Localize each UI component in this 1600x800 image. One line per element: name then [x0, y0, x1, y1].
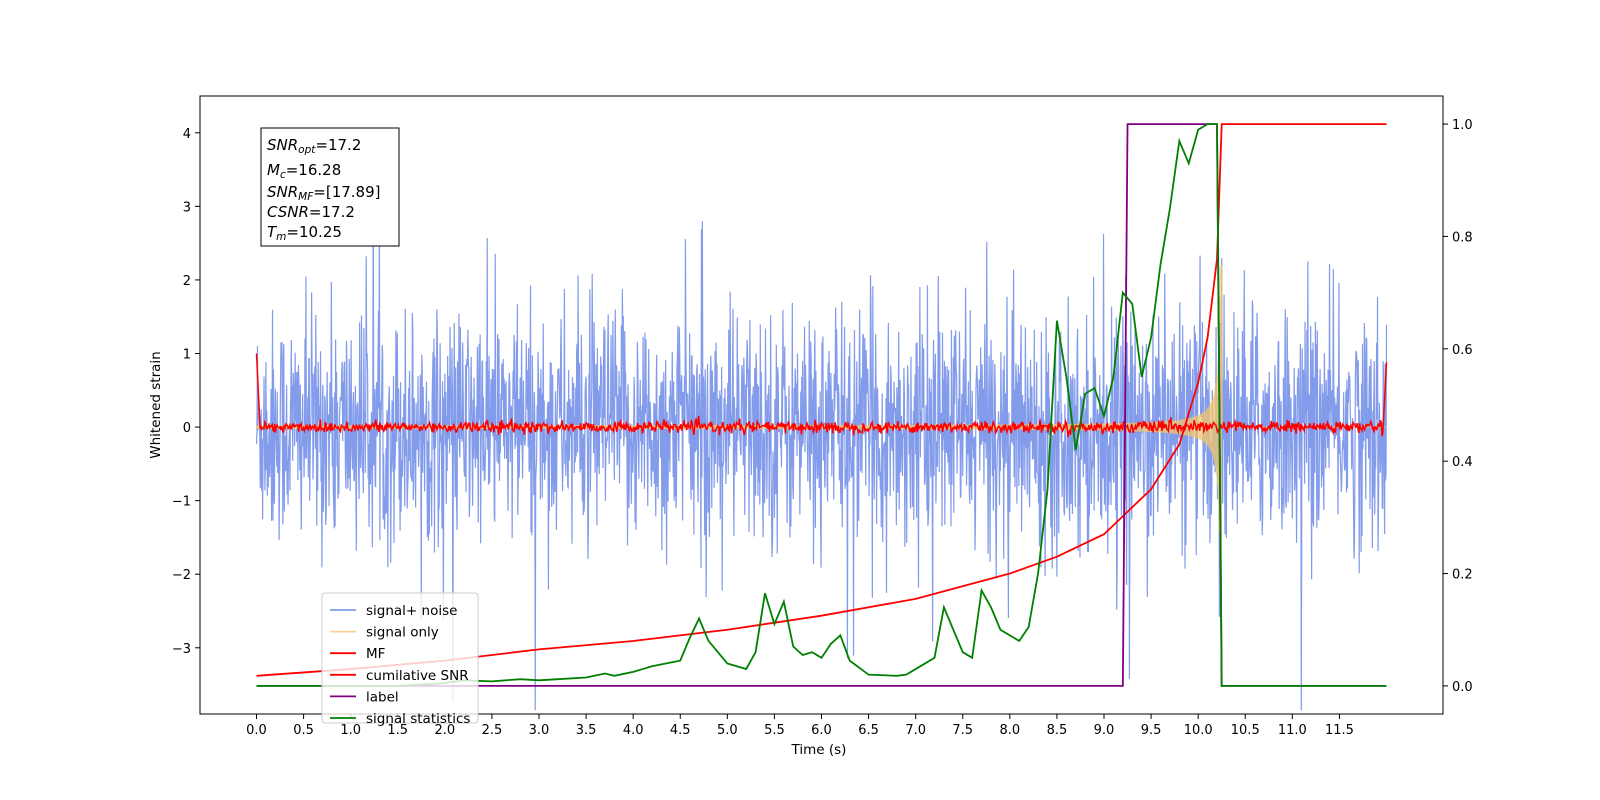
y-tick-label: −2: [172, 568, 191, 583]
y-tick-label: −1: [172, 495, 191, 510]
x-tick-label: 3.5: [576, 723, 597, 738]
y2-tick-label: 0.4: [1452, 455, 1473, 470]
x-tick-label: 1.0: [340, 723, 361, 738]
info-snr-opt: SNRopt=17.2: [267, 136, 361, 156]
y-tick-label: 2: [183, 274, 191, 289]
legend-frame: [321, 592, 479, 724]
series-signal-statistics-line: [256, 123, 1387, 687]
x-tick-label: 9.5: [1141, 723, 1162, 738]
x-tick-label: 10.0: [1184, 723, 1213, 738]
y-tick-label: 4: [183, 127, 191, 142]
x-tick-label: 6.0: [811, 723, 832, 738]
info-box-frame: [260, 127, 400, 247]
y-axis-right: 0.0 0.2 0.4 0.6 0.8 1.0: [1443, 118, 1473, 695]
x-tick-label: 5.5: [764, 723, 785, 738]
x-tick-label: 3.0: [529, 723, 550, 738]
x-tick-label: 1.5: [387, 723, 408, 738]
x-axis-label: Time (s): [791, 742, 847, 758]
x-tick-label: 8.5: [1047, 723, 1068, 738]
x-tick-label: 0.0: [246, 723, 267, 738]
y2-tick-label: 0.8: [1452, 230, 1473, 245]
legend-label-mf: MF: [366, 646, 385, 662]
legend-label-signal-statistics: signal statistics: [366, 711, 470, 727]
x-tick-label: 8.0: [999, 723, 1020, 738]
x-tick-label: 11.5: [1325, 723, 1354, 738]
x-tick-label: 10.5: [1231, 723, 1260, 738]
legend-label-signal-noise: signal+ noise: [366, 603, 457, 619]
y-axis-left: −3 −2 −1 0 1 2 3 4: [172, 127, 200, 657]
series-mf-line: [255, 353, 1388, 438]
y-tick-label: 1: [183, 348, 191, 363]
x-tick-label: 4.0: [623, 723, 644, 738]
info-tm: Tm=10.25: [267, 223, 342, 243]
x-tick-label: 7.0: [905, 723, 926, 738]
y2-tick-label: 0.2: [1452, 568, 1473, 583]
y2-tick-label: 0.0: [1452, 680, 1473, 695]
legend-label-cumilative-snr: cumilative SNR: [366, 668, 469, 684]
info-snr-mf: SNRMF=[17.89]: [267, 183, 381, 203]
y-tick-label: −3: [172, 642, 191, 657]
x-tick-label: 6.5: [858, 723, 879, 738]
y-tick-label: 3: [183, 200, 191, 215]
x-tick-label: 9.0: [1094, 723, 1115, 738]
y-tick-label: 0: [183, 421, 191, 436]
legend: signal+ noise signal only MF cumilative SNR…: [321, 592, 479, 727]
info-box: SNRopt=17.2 Mc=16.28 SNRMF=[17.89] CSNR=…: [260, 127, 400, 247]
x-tick-label: 4.5: [670, 723, 691, 738]
series-signal-plus-noise-line: [255, 167, 1388, 711]
info-mc: Mc=16.28: [267, 161, 341, 181]
y-axis-label: Whitened strain: [148, 351, 164, 458]
plot-area: [255, 123, 1388, 711]
series-cumilative-snr-line: [256, 123, 1387, 677]
y2-tick-label: 1.0: [1452, 118, 1473, 133]
x-tick-label: 2.0: [434, 723, 455, 738]
y2-tick-label: 0.6: [1452, 343, 1473, 358]
x-tick-label: 11.0: [1278, 723, 1307, 738]
legend-label-signal-only: signal only: [366, 625, 439, 641]
x-tick-label: 2.5: [482, 723, 503, 738]
x-tick-label: 0.5: [293, 723, 314, 738]
info-csnr: CSNR=17.2: [267, 203, 355, 221]
x-tick-label: 7.5: [952, 723, 973, 738]
x-tick-label: 5.0: [717, 723, 738, 738]
legend-label-label: label: [366, 689, 399, 705]
x-axis: 0.0 0.5 1.0 1.5 2.0 2.5 3.0 3.5 4.0 4.5 5.0 5.5 6.0 6…: [246, 714, 1354, 738]
